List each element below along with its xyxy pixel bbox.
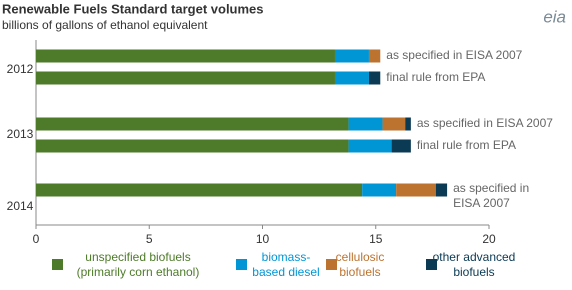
- bar-segment: [36, 71, 335, 85]
- bar-note: as specified in EISA 2007: [386, 48, 522, 62]
- bar-segment: [405, 117, 411, 131]
- bar-note: final rule from EPA: [417, 138, 516, 152]
- y-tick-label: 2012: [7, 62, 34, 76]
- legend-swatch: [236, 259, 247, 270]
- bar-note: as specified in EISA 2007: [453, 181, 529, 210]
- logo: eia: [543, 7, 566, 26]
- bar-segment: [435, 183, 448, 197]
- legend-label: other advanced biofuels: [433, 250, 516, 279]
- x-tick-label: 15: [369, 232, 383, 246]
- bar-note-line: final rule from EPA: [417, 138, 516, 152]
- legend-label-line: cellulosic: [336, 250, 385, 264]
- bar-note-line: as specified in EISA 2007: [386, 48, 522, 62]
- bar-note-line: as specified in: [453, 181, 529, 195]
- x-tick-label: 0: [33, 232, 40, 246]
- legend-label-line: (primarily corn ethanol): [77, 265, 200, 279]
- legend-label: unspecified biofuels (primarily corn etha…: [77, 250, 200, 279]
- bar-note-line: final rule from EPA: [386, 70, 485, 84]
- bar-note: as specified in EISA 2007: [417, 116, 553, 130]
- bar-segment: [348, 117, 383, 131]
- bar-segment: [348, 139, 392, 153]
- legend-label-line: biofuels: [453, 265, 494, 279]
- bar-note-line: EISA 2007: [453, 196, 510, 210]
- y-tick-label: 2014: [7, 199, 34, 213]
- legend-label: biomass-based diesel: [252, 250, 319, 279]
- chart-subtitle: billions of gallons of ethanol equivalen…: [2, 18, 208, 32]
- bar-note-line: as specified in EISA 2007: [417, 116, 553, 130]
- legend-swatch: [52, 259, 63, 270]
- bar-segment: [362, 183, 397, 197]
- bar-note: final rule from EPA: [386, 70, 485, 84]
- bar-segment: [334, 71, 369, 85]
- bar-segment: [36, 183, 363, 197]
- bar-segment: [334, 49, 369, 63]
- bar-segment: [36, 139, 349, 153]
- bar-segment: [391, 139, 411, 153]
- bar-segment: [368, 71, 381, 85]
- legend-label-line: other advanced: [433, 250, 516, 264]
- y-tick-label: 2013: [7, 127, 34, 141]
- x-tick-label: 20: [482, 232, 496, 246]
- legend-label-line: biofuels: [339, 265, 380, 279]
- legend-swatch: [426, 259, 437, 270]
- chart-title: Renewable Fuels Standard target volumes: [2, 1, 264, 16]
- bar-segment: [396, 183, 436, 197]
- legend-label-line: unspecified biofuels: [85, 250, 190, 264]
- legend-label-line: based diesel: [252, 265, 319, 279]
- x-tick-label: 5: [146, 232, 153, 246]
- x-tick-label: 10: [256, 232, 270, 246]
- legend-label-line: biomass-: [262, 250, 311, 264]
- bar-segment: [368, 49, 381, 63]
- bar-segment: [382, 117, 406, 131]
- legend-swatch: [326, 259, 337, 270]
- bar-segment: [36, 49, 335, 63]
- legend-label: cellulosic biofuels: [336, 250, 385, 279]
- bar-segment: [36, 117, 349, 131]
